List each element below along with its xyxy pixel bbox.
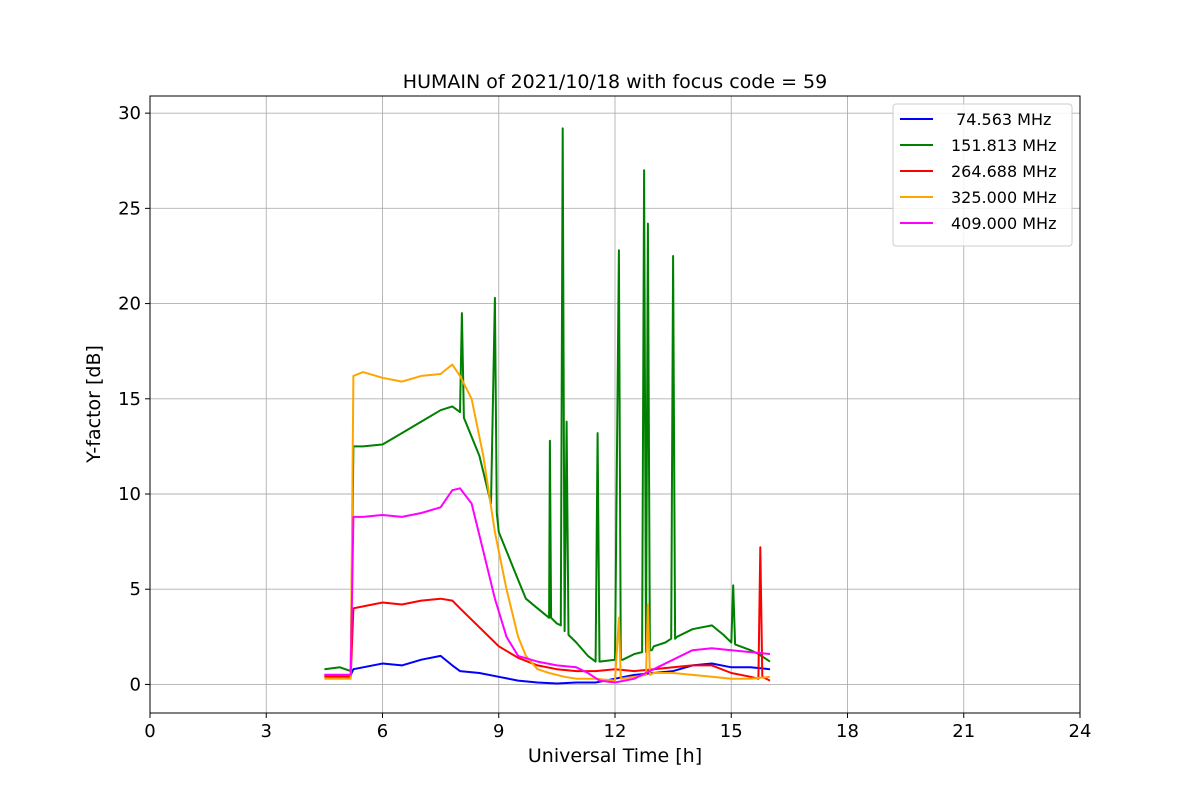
legend-label: 325.000 MHz (951, 188, 1056, 207)
y-tick-label: 5 (130, 579, 141, 600)
series-line-1 (324, 127, 771, 673)
legend-label: 151.813 MHz (951, 136, 1056, 155)
legend-label: 409.000 MHz (951, 214, 1056, 233)
series-lines (324, 127, 771, 685)
x-tick-label: 24 (1069, 721, 1092, 742)
legend-label: 264.688 MHz (951, 162, 1056, 181)
y-tick-label: 0 (130, 674, 141, 695)
x-axis-title: Universal Time [h] (528, 745, 702, 767)
y-tick-label: 25 (118, 198, 141, 219)
x-tick-label: 18 (836, 721, 859, 742)
x-tick-label: 15 (720, 721, 743, 742)
x-tick-label: 21 (952, 721, 975, 742)
x-tick-label: 9 (493, 721, 504, 742)
series-line-2 (324, 546, 771, 682)
x-tick-label: 12 (604, 721, 627, 742)
axis-ticks: 0 3 6 9 12 15 18 21 24 0 5 10 15 20 25 30 (118, 103, 1091, 742)
y-tick-label: 10 (118, 484, 141, 505)
x-tick-label: 6 (377, 721, 388, 742)
y-tick-label: 30 (118, 103, 141, 124)
chart-title: HUMAIN of 2021/10/18 with focus code = 5… (403, 71, 827, 93)
y-tick-label: 15 (118, 389, 141, 410)
x-tick-label: 3 (261, 721, 272, 742)
series-line-3 (324, 363, 771, 682)
legend: 74.563 MHz 151.813 MHz 264.688 MHz 325.000 … (892, 103, 1073, 247)
series-line-4 (324, 487, 771, 684)
legend-label: 74.563 MHz (951, 110, 1051, 129)
x-tick-label: 0 (144, 721, 155, 742)
y-axis-title: Y-factor [dB] (83, 345, 105, 464)
y-tick-label: 20 (118, 294, 141, 315)
legend-box (892, 103, 1073, 247)
series-line-0 (324, 654, 771, 685)
